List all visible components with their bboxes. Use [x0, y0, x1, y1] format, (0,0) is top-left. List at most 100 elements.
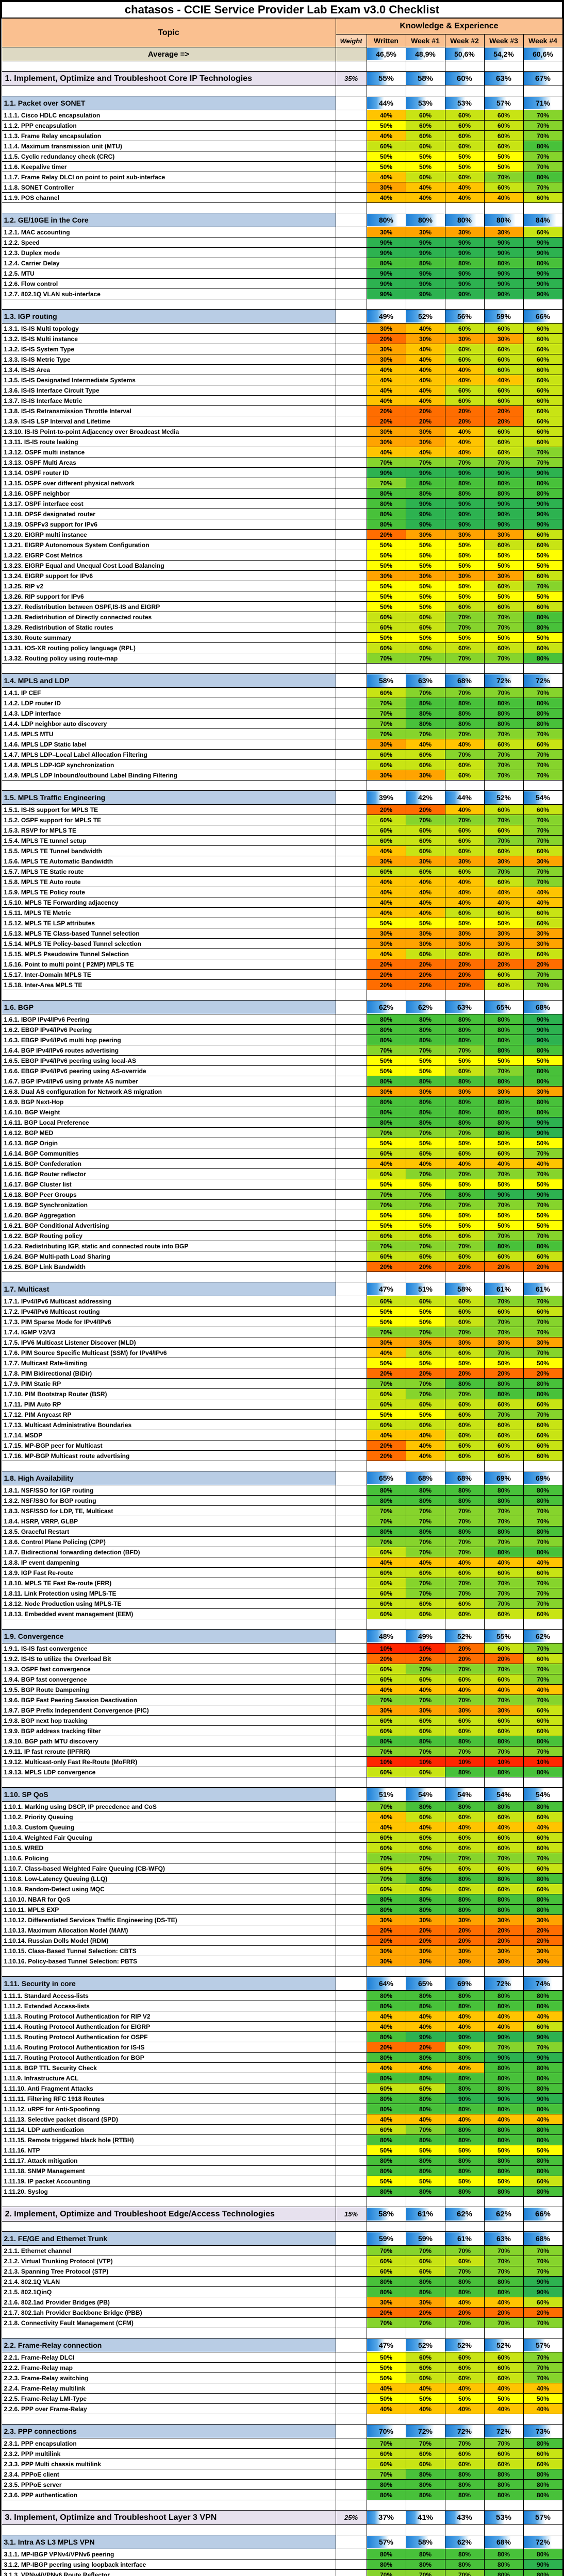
topic-cell: 1.9.2. IS-IS to utilize the Overload Bit	[1, 1653, 336, 1664]
score-cell: 80%	[405, 1904, 445, 1915]
score-cell: 40%	[405, 354, 445, 365]
weight-cell	[335, 1547, 367, 1557]
score-cell: 50%	[484, 1138, 524, 1148]
topic-row: 2.1.7. 802.1ah Provider Backbone Bridge …	[1, 2307, 563, 2318]
subsection-row: 1.10. SP QoS 51% 54% 54% 54% 54%	[1, 1787, 563, 1802]
score-cell: 50%	[405, 161, 445, 172]
score-cell: 80%	[523, 1873, 563, 1884]
score-cell: 60%	[405, 2083, 445, 2094]
score-cell: 60%	[523, 344, 563, 354]
score-cell: 70%	[523, 447, 563, 457]
score-cell: 30%	[405, 928, 445, 939]
score-cell: 70%	[484, 1694, 524, 1705]
score-cell: 43%	[444, 2510, 485, 2525]
score-cell: 80%	[444, 2186, 485, 2197]
weight-cell	[335, 1495, 367, 1506]
score-cell: 90%	[444, 467, 485, 478]
score-cell: 80%	[366, 2165, 406, 2176]
score-cell: 60%	[523, 1306, 563, 1317]
weight-cell	[335, 2328, 367, 2338]
score-cell: 70%	[405, 1189, 445, 1200]
score-cell: 20%	[484, 2307, 524, 2318]
empty-cell	[366, 780, 406, 791]
score-cell: 70%	[484, 749, 524, 760]
score-cell: 50%	[523, 1358, 563, 1368]
score-cell: 30%	[405, 1337, 445, 1348]
empty-cell	[405, 1966, 445, 1977]
topic-row: 1.6.1. IBGP IPv4/IPv6 Peering 80% 80% 80% 80…	[1, 1014, 563, 1025]
score-value: 43%	[456, 2513, 473, 2522]
score-databar	[406, 2425, 434, 2437]
weight-cell	[335, 1619, 367, 1630]
score-cell: 60%	[484, 1674, 524, 1685]
weight-cell	[335, 213, 367, 227]
score-cell: 80%	[523, 2489, 563, 2500]
score-cell: 20%	[366, 1925, 406, 1936]
score-cell: 50%	[523, 1138, 563, 1148]
score-cell: 41%	[405, 2510, 445, 2525]
topic-row: 1.1.3. Frame Relay encapsulation 40% 60% 60…	[1, 130, 563, 141]
score-cell: 60%	[444, 1725, 485, 1736]
score-cell: 20%	[444, 969, 485, 980]
empty-cell	[484, 1272, 524, 1282]
score-cell: 50%	[366, 2145, 406, 2156]
score-cell: 70%	[444, 1853, 485, 1863]
score-cell: 80%	[366, 1107, 406, 1117]
empty-cell	[405, 2328, 445, 2338]
average-score-cell: 48,9%	[405, 47, 445, 61]
weight-cell	[335, 2424, 367, 2438]
weight-cell	[335, 1189, 367, 1200]
topic-cell: 1.10. SP QoS	[1, 1787, 336, 1802]
score-cell: 90%	[523, 247, 563, 258]
score-cell: 50%	[444, 632, 485, 643]
score-cell: 80%	[444, 1894, 485, 1905]
topic-cell: 1.7.4. IGMP V2/V3	[1, 1327, 336, 1337]
score-cell: 80%	[523, 1045, 563, 1056]
score-cell: 50%	[444, 2393, 485, 2404]
score-cell: 90%	[484, 289, 524, 299]
score-cell: 70%	[444, 1241, 485, 1251]
weight-cell	[335, 1557, 367, 1568]
spacer-cell	[1, 990, 336, 1001]
score-cell: 60%	[523, 1450, 563, 1461]
score-cell: 20%	[405, 2307, 445, 2318]
score-cell: 70%	[366, 1853, 406, 1863]
score-cell: 60%	[484, 426, 524, 437]
topic-cell: 1.6.10. BGP Weight	[1, 1107, 336, 1117]
score-cell: 80%	[523, 488, 563, 499]
score-cell: 60%	[405, 612, 445, 622]
spacer-row	[1, 2221, 563, 2232]
score-databar	[445, 2339, 466, 2351]
score-cell: 90%	[444, 268, 485, 279]
score-cell: 30%	[484, 529, 524, 540]
weight-cell	[335, 2001, 367, 2011]
topic-cell: 1.5. MPLS Traffic Engineering	[1, 790, 336, 805]
weight-cell	[335, 1199, 367, 1210]
score-cell: 70%	[523, 1516, 563, 1527]
topic-cell: 2.3.4. PPPoE client	[1, 2469, 336, 2480]
topic-column-header: Topic	[1, 18, 336, 47]
score-cell: 70%	[405, 1199, 445, 1210]
score-cell: 40%	[484, 1684, 524, 1695]
score-databar	[445, 1472, 472, 1484]
score-cell: 20%	[484, 1368, 524, 1379]
weight-cell	[335, 1076, 367, 1087]
empty-cell	[444, 1461, 485, 1471]
score-value: 59%	[418, 2234, 433, 2243]
score-databar	[406, 310, 426, 323]
score-cell: 40%	[444, 375, 485, 385]
weight-cell	[335, 1409, 367, 1420]
score-cell: 70%	[366, 1694, 406, 1705]
topic-row: 1.2.1. MAC accounting 30% 30% 30% 30% 60%	[1, 227, 563, 238]
score-cell: 20%	[366, 405, 406, 416]
weight-cell	[335, 2052, 367, 2063]
weight-cell	[335, 1296, 367, 1307]
score-cell: 30%	[523, 1914, 563, 1925]
score-cell: 70%	[484, 1664, 524, 1674]
topic-row: 1.6.13. BGP Origin 50% 50% 50% 50% 50%	[1, 1138, 563, 1148]
score-cell: 80%	[366, 2186, 406, 2197]
score-cell: 60%	[523, 1251, 563, 1262]
topic-row: 1.6.3. EBGP IPv4/IPv6 multi hop peering 8…	[1, 1035, 563, 1045]
topic-cell: 1.3.19. OSPFv3 support for IPv6	[1, 519, 336, 530]
weight-cell	[335, 1241, 367, 1251]
